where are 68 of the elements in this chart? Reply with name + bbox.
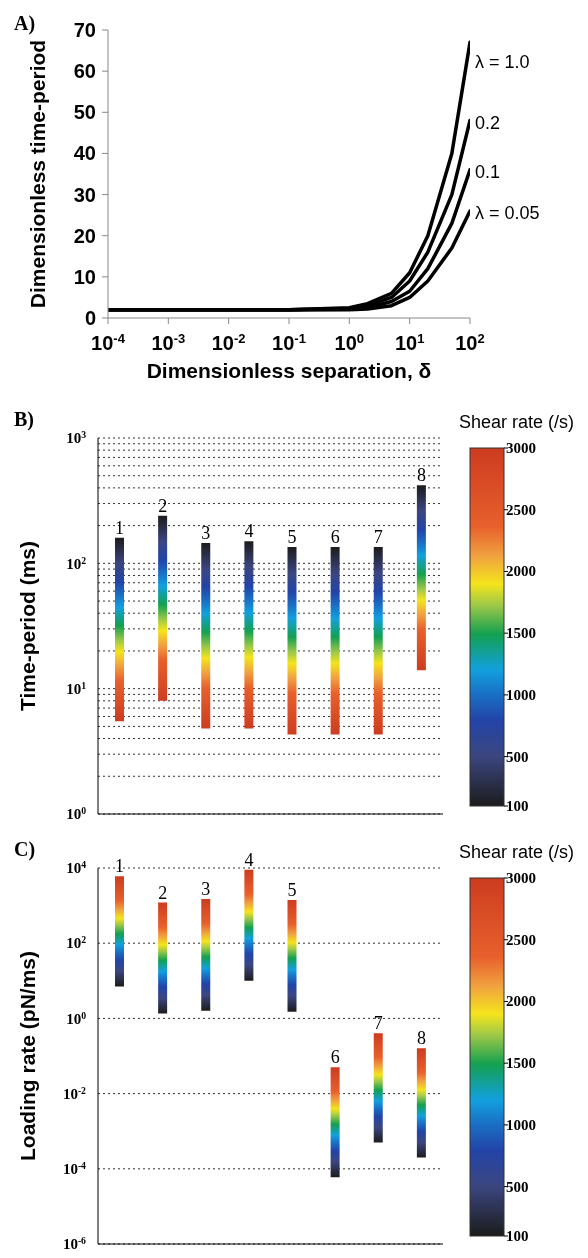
y-tick-label: 50: [73, 101, 96, 124]
color-bar-label: 3000: [506, 870, 536, 886]
color-bar-label: 100: [506, 798, 529, 814]
x-axis-title: Dimensionless separation, δ: [146, 359, 432, 382]
x-tick-label: 10$^{0}$: [334, 330, 365, 354]
x-tick-label: 5: [287, 880, 297, 901]
x-tick-label: 7: [373, 1013, 383, 1034]
y-tick-label: 10$^{3}$: [66, 428, 87, 447]
color-bar-label: 500: [506, 1178, 529, 1195]
chart-title: C): [14, 838, 36, 861]
y-tick-label: 60: [73, 60, 96, 83]
x-tick-label: 1: [115, 856, 124, 877]
x-tick-label: 10$^{-1}$: [272, 330, 306, 354]
color-bar-label: 2000: [506, 563, 536, 580]
y-tick-label: 20: [73, 224, 96, 247]
y-tick-label: 10$^{-4}$: [62, 1159, 87, 1178]
x-tick-label: 2: [158, 495, 168, 516]
y-tick-label: 10$^{-2}$: [62, 1084, 87, 1102]
y-axis-title: Loading rate (pN/ms): [16, 950, 40, 1162]
x-tick-label: 3: [201, 878, 211, 899]
y-tick-label: 10$^{-6}$: [62, 1234, 87, 1253]
color-bar-label: 1500: [506, 1055, 536, 1072]
y-tick-label: 10$^{0}$: [66, 804, 87, 823]
color-bar-label: 100: [506, 1228, 529, 1244]
color-bar-label: 2000: [506, 993, 536, 1010]
x-tick-label: 10$^{-3}$: [151, 330, 186, 354]
x-tick-label: 10$^{1}$: [394, 330, 425, 354]
chart-title: A): [14, 12, 36, 35]
y-tick-label: 10$^{0}$: [66, 1009, 87, 1027]
color-bar-label: 1000: [506, 686, 536, 703]
x-tick-label: 10$^{2}$: [455, 330, 485, 354]
x-tick-label: 4: [244, 849, 254, 870]
y-tick-label: 10$^{2}$: [66, 554, 87, 572]
x-tick-label: 8: [416, 465, 426, 486]
y-axis-title: Dimensionless time-period: [26, 39, 50, 309]
series-label: λ = 0.05: [475, 203, 540, 224]
chart-title: B): [14, 408, 34, 431]
y-tick-label: 40: [73, 142, 96, 165]
x-tick-label: 1: [115, 517, 124, 538]
x-tick-label: 10$^{-4}$: [91, 330, 126, 354]
x-tick-label: 8: [416, 1028, 426, 1049]
x-tick-label: 10$^{-2}$: [211, 330, 246, 354]
series-label: 0.2: [475, 112, 501, 133]
color-bar-label: 1000: [506, 1116, 536, 1133]
y-tick-label: 10$^{1}$: [66, 679, 87, 697]
x-tick-label: 6: [330, 527, 340, 547]
x-tick-label: 6: [330, 1047, 340, 1068]
series-label: λ = 1.0: [475, 52, 530, 73]
x-tick-label: 7: [373, 527, 383, 547]
color-bar-title: Shear rate (/s): [458, 842, 574, 862]
x-tick-label: 4: [244, 521, 254, 542]
y-tick-label: 10$^{4}$: [66, 858, 87, 877]
color-bar-label: 2500: [506, 501, 536, 518]
y-tick-label: 70: [73, 19, 96, 41]
series-label: 0.1: [475, 161, 501, 182]
y-tick-label: 10: [73, 265, 96, 288]
x-tick-label: 3: [201, 523, 211, 544]
color-bar-label: 500: [506, 748, 529, 765]
x-tick-label: 5: [287, 527, 297, 547]
y-tick-label: 30: [73, 183, 96, 206]
color-bar-title: Shear rate (/s): [458, 412, 574, 432]
y-axis-title: Time-period (ms): [16, 541, 40, 711]
color-bar-label: 3000: [506, 440, 536, 456]
x-tick-label: 2: [158, 882, 168, 903]
color-bar-label: 1500: [506, 625, 536, 642]
y-tick-label: 10$^{2}$: [66, 933, 87, 952]
y-tick-label: 0: [84, 307, 96, 329]
color-bar-label: 2500: [506, 931, 536, 948]
